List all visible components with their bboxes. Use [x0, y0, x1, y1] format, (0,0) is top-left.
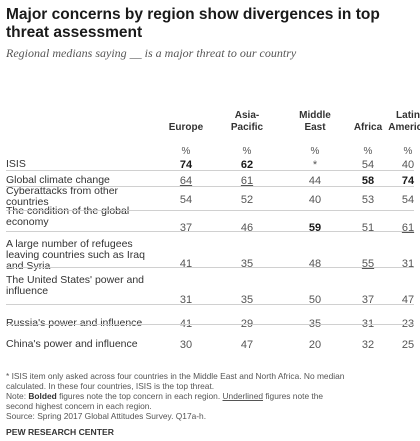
table-cell: 20 — [308, 339, 322, 351]
unit-label: % — [363, 146, 373, 157]
chart-title: Major concerns by region show divergence… — [6, 6, 380, 41]
table-cell: 44 — [308, 175, 322, 187]
table-cell: 41 — [179, 258, 193, 270]
table-cell: 54 — [401, 194, 415, 206]
chart-subtitle: Regional medians saying __ is a major th… — [6, 46, 297, 60]
note-line-1: * ISIS item only asked across four count… — [6, 371, 345, 381]
table-cell: 51 — [361, 222, 375, 234]
column-header-middle-east: Middle East — [299, 110, 331, 133]
row-label: Global climate change — [6, 174, 110, 186]
chart-notes: * ISIS item only asked across four count… — [6, 371, 416, 421]
pew-credit: PEW RESEARCH CENTER — [6, 427, 114, 437]
table-cell: 54 — [361, 159, 375, 171]
table-cell: 40 — [401, 159, 415, 171]
note-line-4: second highest concern in each region. — [6, 401, 152, 411]
table-cell: 64 — [179, 175, 193, 187]
unit-label: % — [181, 146, 191, 157]
row-label: A large number of refugees leaving countr… — [6, 238, 145, 272]
table-cell: 37 — [361, 294, 375, 306]
table-cell: * — [312, 159, 318, 171]
table-cell: 40 — [308, 194, 322, 206]
table-cell: 54 — [179, 194, 193, 206]
row-divider — [6, 267, 414, 268]
column-header-asia-pacific: Asia- Pacific — [230, 110, 264, 133]
table-cell: 74 — [401, 175, 415, 187]
table-cell: 58 — [361, 175, 375, 187]
row-label: The condition of the global economy — [6, 205, 130, 228]
table-cell: 55 — [361, 258, 375, 270]
row-label: ISIS — [6, 158, 26, 170]
row-divider — [6, 186, 414, 187]
row-label: Cyberattacks from other countries — [6, 185, 119, 208]
row-divider — [6, 324, 414, 325]
table-cell: 74 — [179, 159, 193, 171]
row-divider — [6, 231, 414, 232]
unit-label: % — [403, 146, 413, 157]
table-cell: 47 — [401, 294, 415, 306]
table-cell: 35 — [240, 258, 254, 270]
table-cell: 37 — [179, 222, 193, 234]
row-divider — [6, 304, 414, 305]
note-line-3: Note: Bolded figures note the top concer… — [6, 391, 324, 401]
table-cell: 31 — [401, 258, 415, 270]
table-cell: 53 — [361, 194, 375, 206]
unit-label: % — [310, 146, 320, 157]
table-cell: 46 — [240, 222, 254, 234]
table-cell: 52 — [240, 194, 254, 206]
source-line: Source: Spring 2017 Global Attitudes Sur… — [6, 411, 207, 421]
table-cell: 50 — [308, 294, 322, 306]
table-cell: 62 — [240, 159, 254, 171]
column-header-latin-america: LatinAmerica — [388, 110, 420, 133]
row-label: Russia's power and influence — [6, 317, 143, 329]
column-header-europe: Europe — [168, 122, 204, 133]
note-line-2: calculated. In these four countries, ISI… — [6, 381, 215, 391]
row-divider — [6, 170, 414, 171]
row-label: China's power and influence — [6, 338, 138, 350]
table-cell: 25 — [401, 339, 415, 351]
unit-label: % — [242, 146, 252, 157]
row-divider — [6, 210, 414, 211]
table-cell: 48 — [308, 258, 322, 270]
table-cell: 61 — [240, 175, 254, 187]
row-label: The United States' power and influence — [6, 274, 145, 297]
column-header-africa: Africa — [353, 122, 383, 133]
table-cell: 31 — [179, 294, 193, 306]
table-cell: 32 — [361, 339, 375, 351]
table-cell: 30 — [179, 339, 193, 351]
table-cell: 59 — [308, 222, 322, 234]
table-cell: 47 — [240, 339, 254, 351]
table-cell: 61 — [401, 222, 415, 234]
table-cell: 35 — [240, 294, 254, 306]
